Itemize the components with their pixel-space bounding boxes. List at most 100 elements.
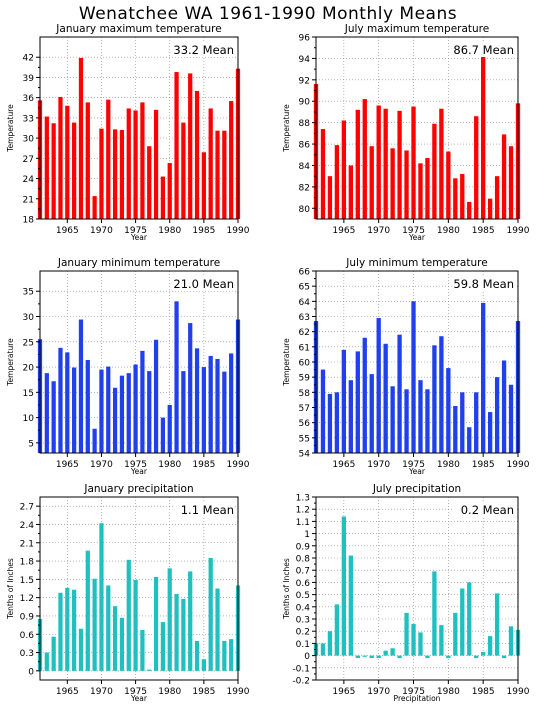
bar-1966 [348,380,353,453]
bar-1973 [397,334,402,453]
bar-1983 [188,73,193,220]
bar-1985 [201,367,206,453]
bar-1967 [355,351,360,453]
mean-label: 59.8 Mean [453,277,514,291]
x-tick-label: 1965 [332,460,355,470]
chart-panel-1: January maximum temperature 18 21 24 27 30 33 3… [6,23,250,242]
bar-1974 [126,559,131,671]
bar-1986 [487,198,493,219]
chart-panel-5: January precipitation 0 0.3 0.6 0.9 1.2 1.5 1.8… [6,483,250,703]
bar-1988 [501,360,507,453]
bar-1989 [508,626,514,656]
bar-1968 [362,655,367,657]
y-tick-label: -0.1 [292,664,310,674]
bar-1981 [453,178,458,219]
y-tick-label: 55 [299,434,310,444]
bar-1982 [460,588,465,656]
bar-1966 [348,555,353,656]
bar-1989 [508,146,514,219]
chart-title: January maximum temperature [55,23,221,35]
bar-1981 [453,612,458,656]
bar-1974 [404,389,409,453]
bar-1971 [106,366,111,453]
bar-1984 [194,640,200,671]
bar-1976 [140,102,145,219]
bar-1985 [481,651,486,656]
chart-panel-3: January minimum temperature 5 10 15 20 25 30 35… [6,257,250,476]
bar-1969 [369,374,374,453]
bar-1984 [474,116,479,219]
y-tick-label: 27 [23,155,34,165]
bar-1977 [425,655,430,659]
y-tick-label: 1.2 [20,594,34,604]
bar-1981 [453,405,458,453]
bar-1985 [481,49,486,219]
y-tick-label: 60 [299,359,311,369]
bar-1965 [65,352,70,453]
x-tick-label: 1975 [124,226,147,236]
x-tick-label: 1970 [367,226,390,236]
mean-label: 1.1 Mean [181,503,234,517]
bar-1987 [215,130,220,219]
bar-1978 [432,123,437,219]
y-tick-label: 65 [299,283,310,293]
bar-1971 [383,108,388,219]
bar-1980 [446,368,451,453]
bar-1979 [160,622,166,671]
bar-1979 [439,108,444,219]
bar-1975 [411,623,416,656]
plot-frame [39,270,239,454]
bar-1986 [208,558,213,671]
x-tick-label: 1980 [158,460,181,470]
bar-1977 [147,146,152,219]
x-tick-label: 1965 [56,226,79,236]
y-tick-label: 30 [23,135,35,145]
bar-1973 [397,110,402,219]
bar-1964 [334,145,340,219]
bar-1988 [222,640,227,671]
y-tick-label: 10 [23,414,35,424]
y-tick-label: 5 [28,439,34,449]
bar-1978 [432,345,437,453]
x-tick-label: 1990 [227,687,250,697]
bar-1969 [92,578,97,671]
chart-title: January precipitation [83,483,193,495]
bar-1967 [355,655,360,659]
chart-title: July precipitation [372,483,461,495]
y-tick-label: -0.2 [292,677,310,687]
bar-1971 [106,585,111,671]
bar-1979 [439,625,444,656]
mean-label-bg [453,276,515,291]
y-tick-label: 2.7 [20,503,34,513]
bar-1982 [181,371,186,453]
y-tick-label: 88 [299,119,311,129]
bar-1988 [222,130,227,219]
y-tick-label: 0.6 [20,631,35,641]
y-tick-label: 24 [23,175,35,185]
bar-1965 [341,349,347,453]
chart-panel-2: July maximum temperature 80 82 84 86 88 90 92 94… [282,23,530,242]
bar-1985 [481,302,486,453]
y-tick-label: 0.9 [296,542,311,552]
plot-frame [315,36,519,220]
chart-title: July minimum temperature [345,257,487,269]
x-axis-label: Year [408,233,426,242]
bar-1972 [112,606,118,671]
bar-1963 [51,636,56,671]
y-tick-label: 0.3 [20,649,34,659]
bar-1967 [355,109,360,219]
x-tick-label: 1980 [437,460,460,470]
y-tick-label: 33 [23,114,34,124]
bar-1980 [446,151,451,219]
x-tick-label: 1975 [402,687,425,697]
mean-label-bg [453,42,515,57]
y-tick-label: 84 [299,162,311,172]
y-tick-label: 0 [304,652,310,662]
bar-1979 [160,417,166,453]
x-tick-label: 1985 [192,460,215,470]
bar-1971 [383,650,388,656]
bar-1975 [411,301,416,453]
x-tick-label: 1970 [367,460,390,470]
bar-1972 [390,148,395,219]
x-tick-label: 1990 [507,460,530,470]
